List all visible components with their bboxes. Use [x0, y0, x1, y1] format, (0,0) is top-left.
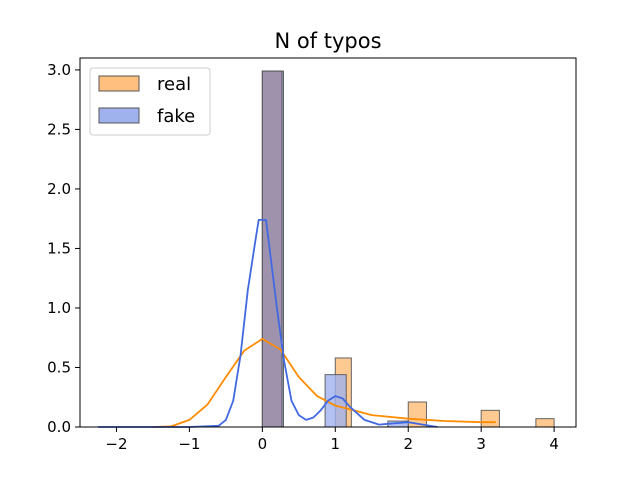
legend-swatch-real [98, 75, 140, 92]
bar-real-4 [535, 418, 555, 428]
x-tick-label: −2 [105, 435, 127, 453]
y-tick-label: 3.0 [47, 61, 71, 79]
y-tick-label: 1.0 [47, 299, 71, 317]
x-tick-label: 1 [331, 435, 341, 453]
legend-label-real: real [157, 74, 191, 95]
y-tick-label: 1.5 [47, 239, 71, 257]
x-tick-label: 3 [476, 435, 486, 453]
x-tick-label: 4 [549, 435, 559, 453]
y-axis: 0.0 0.5 1.0 1.5 2.0 2.5 3.0 [47, 61, 80, 436]
x-tick-label: 0 [258, 435, 268, 453]
legend: real fake [89, 67, 211, 136]
y-tick-label: 2.0 [47, 180, 71, 198]
x-tick-label: −1 [178, 435, 200, 453]
x-tick-label: 2 [403, 435, 413, 453]
y-tick-label: 2.5 [47, 120, 71, 138]
x-axis: −2 −1 0 1 2 3 4 [105, 427, 559, 453]
y-tick-label: 0.5 [47, 358, 71, 376]
plot-area [79, 57, 577, 428]
legend-label-fake: fake [157, 106, 195, 127]
plot-frame [79, 57, 577, 428]
chart-title: N of typos [274, 29, 381, 53]
kde-line-fake [98, 218, 438, 428]
legend-swatch-fake [98, 107, 140, 124]
kde-line-real [152, 337, 496, 428]
y-tick-label: 0.0 [47, 418, 71, 436]
bar-overlap-0 [261, 70, 283, 428]
bar-real-3 [480, 409, 500, 428]
